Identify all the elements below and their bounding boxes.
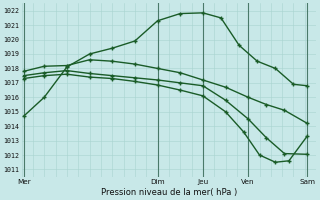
X-axis label: Pression niveau de la mer( hPa ): Pression niveau de la mer( hPa ) [101,188,237,197]
